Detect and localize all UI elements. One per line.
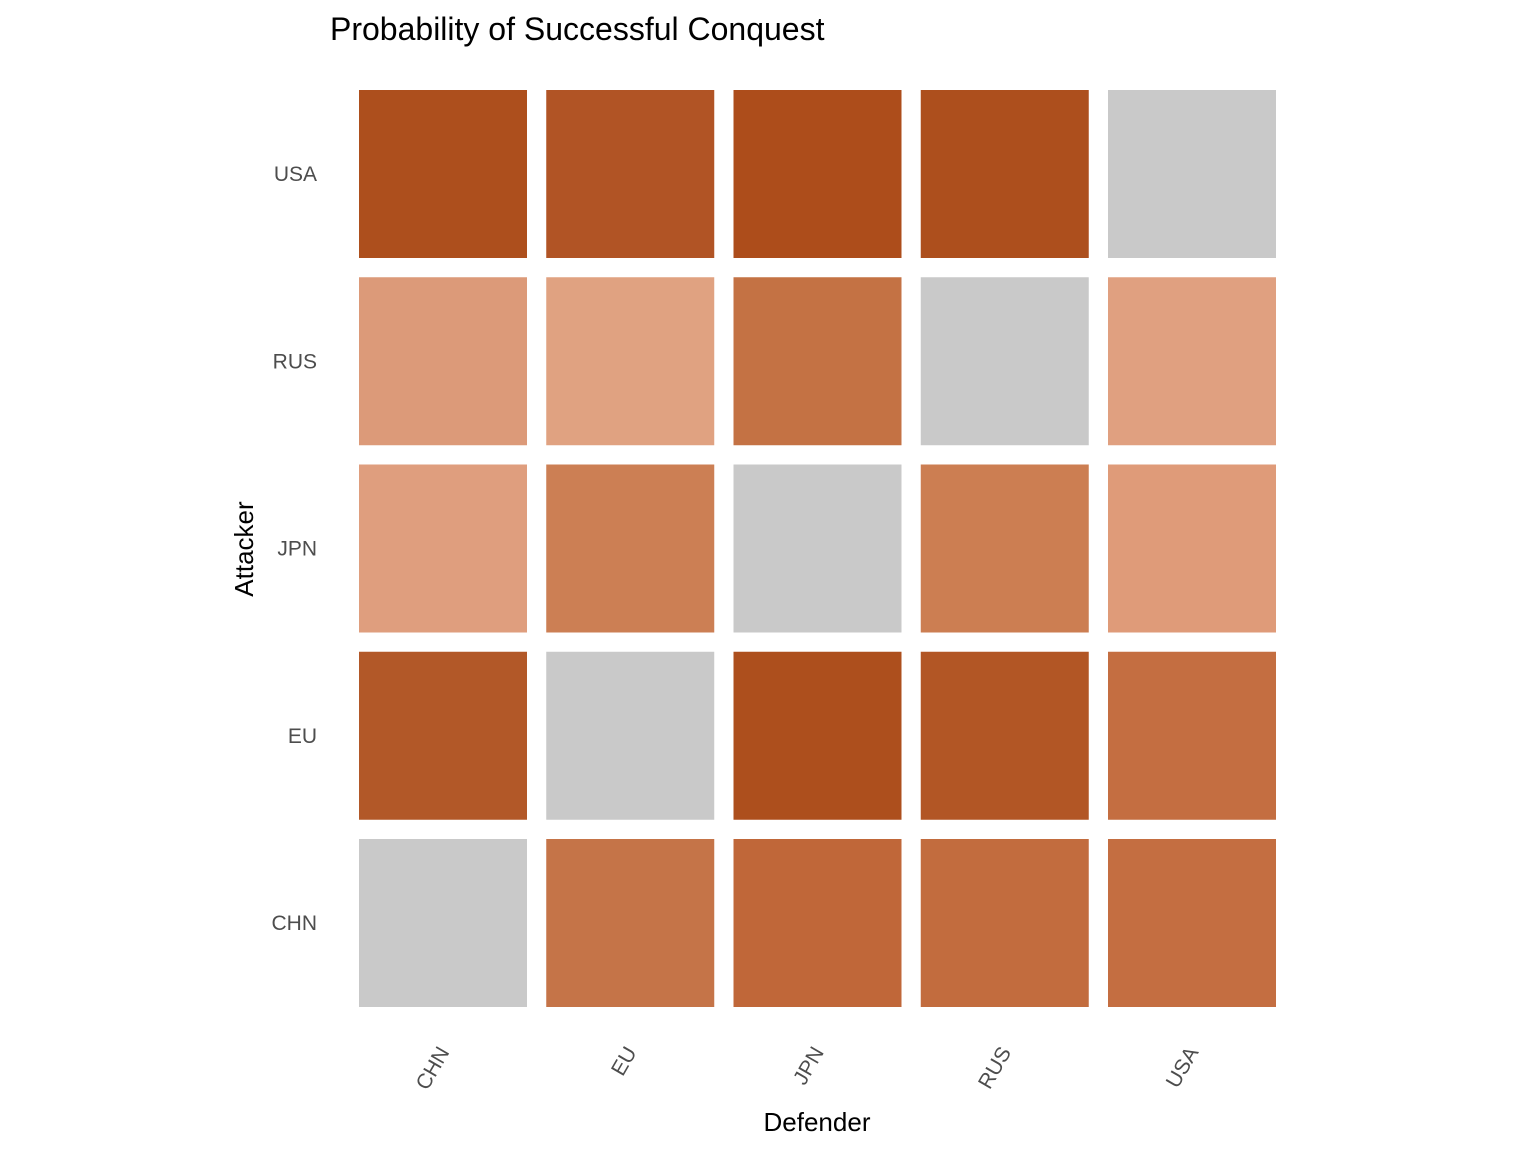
heatmap-cell-rus-jpn <box>733 277 902 446</box>
heatmap-cell-usa-jpn <box>733 90 902 258</box>
heatmap-cell-jpn-chn <box>359 464 527 633</box>
heatmap-cell-eu-usa <box>1108 651 1276 820</box>
y-tick-label: USA <box>274 163 317 186</box>
x-tick-label: JPN <box>789 1043 829 1089</box>
x-tick-label: EU <box>607 1043 642 1080</box>
heatmap-cell-chn-eu <box>546 839 715 1007</box>
heatmap-cell-rus-chn <box>359 277 527 446</box>
heatmap-cell-rus-usa <box>1108 277 1276 446</box>
x-axis-title: Defender <box>764 1107 871 1137</box>
heatmap-cell-usa-chn <box>359 90 527 258</box>
heatmap-cell-jpn-usa <box>1108 464 1276 633</box>
heatmap-cells <box>359 90 1276 1007</box>
heatmap-cell-eu-jpn <box>733 651 902 820</box>
y-tick-label: RUS <box>273 350 317 373</box>
heatmap-cell-eu-chn <box>359 651 527 820</box>
heatmap-cell-chn-usa <box>1108 839 1276 1007</box>
heatmap-cell-rus-eu <box>546 277 715 446</box>
heatmap-cell-eu-rus <box>920 651 1089 820</box>
heatmap-cell-chn-chn <box>359 839 527 1007</box>
chart-title: Probability of Successful Conquest <box>330 11 825 47</box>
heatmap-cell-rus-rus <box>920 277 1089 446</box>
y-tick-label: CHN <box>272 912 318 935</box>
heatmap-cell-jpn-jpn <box>733 464 902 633</box>
x-tick-label: RUS <box>974 1043 1016 1093</box>
heatmap-cell-jpn-eu <box>546 464 715 633</box>
x-tick-label: CHN <box>412 1043 455 1094</box>
y-axis-title: Attacker <box>229 501 259 597</box>
y-axis-ticks: CHN EU JPN RUS USA <box>272 163 318 935</box>
heatmap-cell-usa-usa <box>1108 90 1276 258</box>
y-tick-label: JPN <box>277 538 317 561</box>
x-tick-label: USA <box>1162 1043 1204 1092</box>
heatmap-cell-jpn-rus <box>920 464 1089 633</box>
heatmap-cell-usa-eu <box>546 90 715 258</box>
heatmap-cell-chn-rus <box>920 839 1089 1007</box>
y-tick-label: EU <box>288 725 317 748</box>
heatmap-cell-chn-jpn <box>733 839 902 1007</box>
x-axis-ticks: CHN EU JPN RUS USA <box>412 1043 1204 1094</box>
heatmap-cell-usa-rus <box>920 90 1089 258</box>
heatmap-cell-eu-eu <box>546 651 715 820</box>
